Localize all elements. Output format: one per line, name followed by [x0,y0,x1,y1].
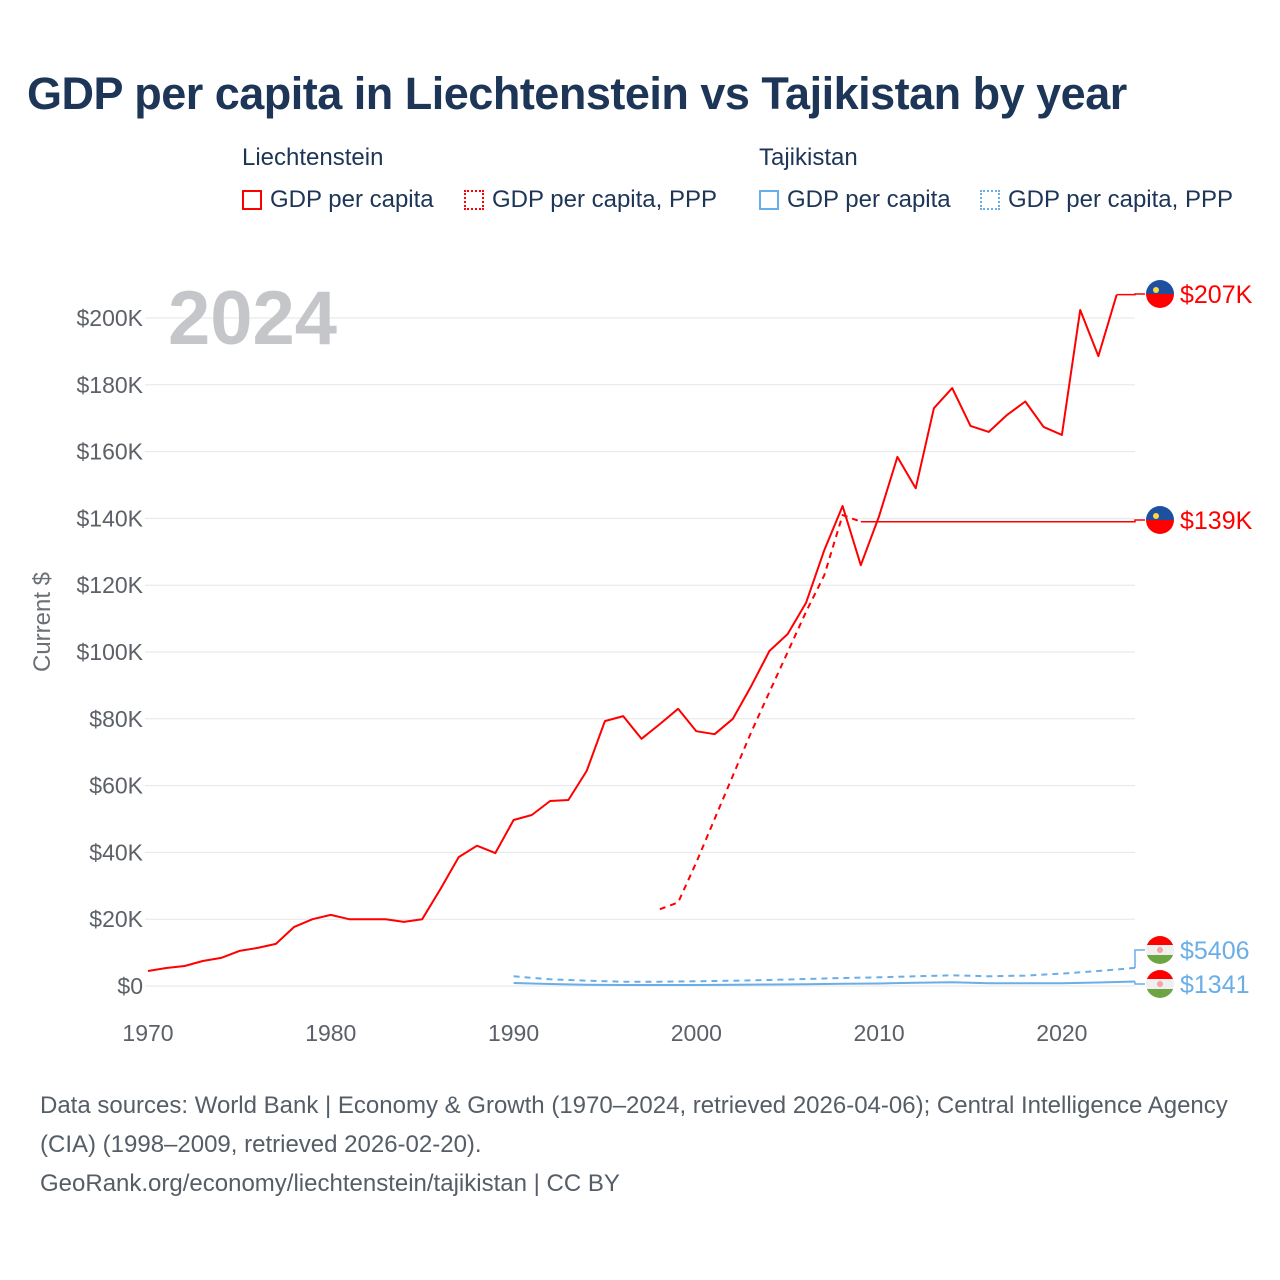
y-tick-label: $140K [76,505,143,531]
series-line-3 [513,980,1136,986]
y-tick-label: $60K [89,773,143,799]
line-chart: $0 $20K $40K $60K $80K $100K $120K $140K $160K $1… [29,276,1253,1046]
y-tick-label: $120K [76,572,143,598]
legend-group-tajikistan: Tajikistan [759,144,858,171]
flag-stripe [1146,989,1174,998]
footer: Data sources: World Bank | Economy & Gro… [40,1086,1250,1203]
legend-item-lie-ppp[interactable]: GDP per capita, PPP [464,186,717,214]
y-tick-label: $0 [117,973,143,999]
y-tick-label: $40K [89,839,143,865]
tajikistan-flag-icon [1146,936,1174,964]
x-tick-label: 1980 [305,1020,356,1046]
tajikistan-flag-icon [1146,970,1174,998]
crown-icon [1153,513,1159,519]
legend-label: GDP per capita [270,186,434,213]
y-tick-label: $180K [76,372,143,398]
y-tick-label: $80K [89,706,143,732]
flag-stripe [1146,970,1174,979]
y-axis-label: Current $ [29,572,56,672]
x-tick-label: 2010 [854,1020,905,1046]
flag-stripe [1146,506,1174,520]
y-tick-label: $200K [76,305,143,331]
crown-icon [1157,981,1163,987]
series-line-1 [659,514,862,911]
series-line-0 [147,294,1118,972]
crown-icon [1157,947,1163,953]
flag-stripe [1146,520,1174,534]
connector-line [1134,949,1145,968]
end-value-label: $5406 [1180,937,1250,965]
y-tick-label: $160K [76,439,143,465]
source-link[interactable]: GeoRank.org/economy/liechtenstein/tajiki… [40,1170,620,1197]
legend-item-tjk-ppp[interactable]: GDP per capita, PPP [980,186,1233,214]
end-value-label: $139K [1180,507,1253,535]
chart-title: GDP per capita in Liechtenstein vs Tajik… [27,68,1127,119]
x-tick-label: 1990 [488,1020,539,1046]
legend-item-lie-gdp[interactable]: GDP per capita [242,186,434,214]
flag-stripe [1146,294,1174,308]
flag-stripe [1146,936,1174,945]
flag-stripe [1146,955,1174,964]
data-sources: Data sources: World Bank | Economy & Gro… [40,1092,1228,1158]
flag-stripe [1146,280,1174,294]
connector-line [860,519,1145,523]
legend-label: GDP per capita [787,186,951,213]
year-watermark: 2024 [168,276,337,361]
end-value-label: $207K [1180,281,1253,309]
y-tick-label: $20K [89,906,143,932]
x-tick-label: 2000 [671,1020,722,1046]
x-tick-label: 2020 [1036,1020,1087,1046]
liechtenstein-flag-icon [1146,506,1174,534]
dotted-swatch-icon [464,190,484,210]
legend-group-liechtenstein: Liechtenstein [242,144,384,171]
legend-label: GDP per capita, PPP [1008,186,1233,213]
solid-swatch-icon [759,190,779,210]
dotted-swatch-icon [980,190,1000,210]
crown-icon [1153,287,1159,293]
legend-label: GDP per capita, PPP [492,186,717,213]
connector-line [1134,981,1145,985]
connector-line [1116,293,1145,296]
liechtenstein-flag-icon [1146,280,1174,308]
series-line-2 [513,966,1136,983]
legend-item-tjk-gdp[interactable]: GDP per capita [759,186,951,214]
x-tick-label: 1970 [122,1020,173,1046]
solid-swatch-icon [242,190,262,210]
y-tick-label: $100K [76,639,143,665]
end-value-label: $1341 [1180,971,1250,999]
